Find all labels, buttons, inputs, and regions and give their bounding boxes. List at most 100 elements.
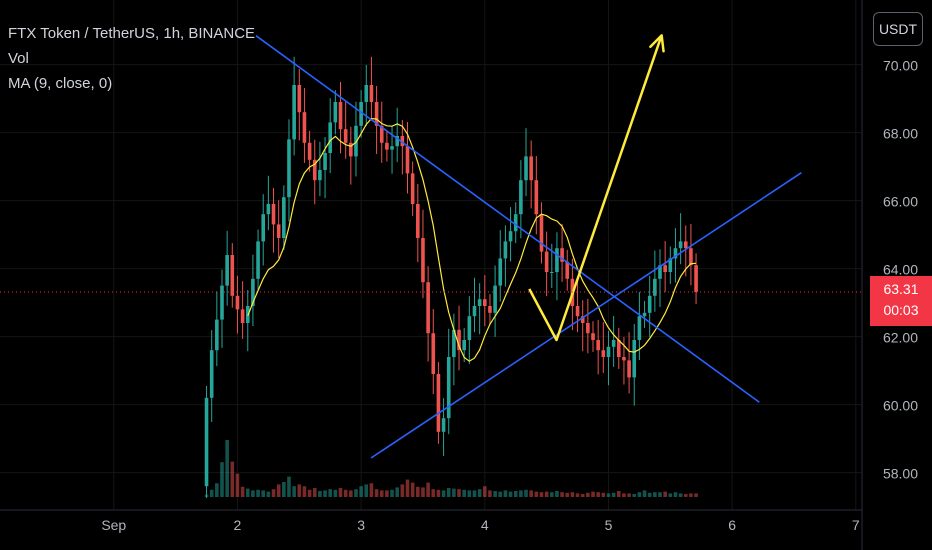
volume-bar	[519, 490, 523, 497]
candle-body	[297, 85, 302, 113]
last-price-value: 63.31	[883, 281, 919, 297]
volume-bar	[261, 490, 266, 497]
candle-body	[338, 102, 343, 130]
volume-bar	[513, 491, 518, 497]
price-tick-label: 58.00	[883, 466, 918, 482]
candle-body	[343, 129, 348, 143]
arrow-head	[649, 34, 665, 53]
candle-body	[220, 285, 224, 320]
candle-body	[647, 295, 652, 313]
volume-bar	[642, 490, 647, 497]
volume-bar	[328, 489, 333, 497]
volume-bar	[622, 493, 626, 497]
candle-body	[282, 197, 286, 238]
time-tick-label: 4	[481, 517, 489, 533]
volume-bar	[452, 488, 456, 497]
volume-bar	[694, 493, 698, 497]
candle-body	[616, 340, 621, 357]
volume-bar	[534, 491, 539, 497]
volume-bar	[338, 488, 343, 497]
candle-body	[328, 122, 333, 153]
volume-legend[interactable]: Vol	[8, 50, 29, 67]
volume-bar	[349, 490, 353, 497]
symbol-title[interactable]: FTX Token / TetherUS, 1h, BINANCE	[8, 25, 256, 42]
volume-bar	[297, 484, 302, 497]
volume-bar	[390, 489, 394, 497]
volume-bar	[503, 490, 508, 497]
candle-body	[642, 312, 647, 317]
time-tick-label: 6	[728, 517, 736, 533]
candle-body	[472, 306, 477, 317]
volume-bar	[477, 489, 482, 497]
volume-bar	[637, 492, 642, 497]
candle-body	[467, 316, 472, 340]
volume-bar	[606, 493, 611, 497]
volume-bar	[575, 493, 580, 497]
candle-body	[431, 333, 436, 374]
volume-bar	[385, 490, 389, 497]
last-price-badge: 63.31 00:03	[870, 276, 932, 326]
price-tick-label: 60.00	[883, 398, 918, 414]
volume-bar	[426, 482, 430, 497]
volume-bar	[457, 489, 461, 497]
candle-body	[580, 316, 585, 323]
volume-bar	[240, 486, 245, 497]
volume-bar	[379, 490, 384, 497]
volume-bar	[410, 482, 415, 497]
candle-body	[390, 146, 394, 150]
candle-body	[637, 316, 642, 340]
candle-body	[658, 265, 662, 279]
price-tick-label: 66.00	[883, 194, 918, 210]
volume-bar	[508, 491, 513, 497]
volume-bar	[560, 492, 564, 497]
candle-body	[591, 333, 595, 340]
candle-body	[457, 329, 461, 351]
candle-body	[493, 285, 497, 313]
volume-bar	[596, 492, 600, 497]
projection-arrow	[528, 34, 663, 342]
volume-bar	[565, 492, 570, 497]
volume-bar	[307, 489, 312, 497]
volume-bar	[302, 486, 307, 497]
candle-body	[307, 142, 312, 160]
candle-body	[318, 170, 322, 181]
candle-body	[632, 340, 637, 378]
candle-body	[385, 142, 389, 150]
candle-body	[230, 255, 235, 296]
volume-bar	[616, 491, 621, 497]
volume-bar	[529, 490, 533, 497]
candle-body	[519, 180, 523, 215]
candle-body	[215, 319, 219, 351]
candle-body	[426, 282, 430, 334]
volume-bar	[369, 483, 374, 497]
volume-bar	[678, 493, 683, 497]
candle-body	[539, 214, 544, 252]
volume-bar	[343, 489, 348, 497]
price-tick-label: 64.00	[883, 262, 918, 278]
volume-bar	[627, 493, 631, 497]
candle-body	[565, 261, 570, 279]
candle-body	[225, 255, 229, 286]
currency-button[interactable]: USDT	[873, 12, 923, 46]
volume-bar	[421, 487, 425, 497]
candle-body	[544, 251, 549, 272]
candle-body	[312, 159, 317, 181]
ma-legend[interactable]: MA (9, close, 0)	[8, 75, 113, 92]
volume-bar	[431, 489, 436, 497]
candle-body	[524, 156, 528, 181]
candle-body	[400, 136, 405, 147]
volume-bar	[482, 486, 487, 497]
moving-average-series	[247, 117, 697, 362]
candle-body	[209, 350, 214, 398]
volume-bar	[668, 493, 673, 497]
candle-body	[235, 295, 240, 310]
volume-bar	[395, 487, 399, 497]
volume-series	[204, 440, 698, 497]
volume-bar	[498, 491, 503, 497]
volume-bar	[400, 484, 405, 497]
candle-body	[503, 241, 508, 259]
time-tick-label: Sep	[101, 517, 126, 533]
candle-body	[410, 173, 415, 204]
candle-body	[240, 309, 245, 323]
